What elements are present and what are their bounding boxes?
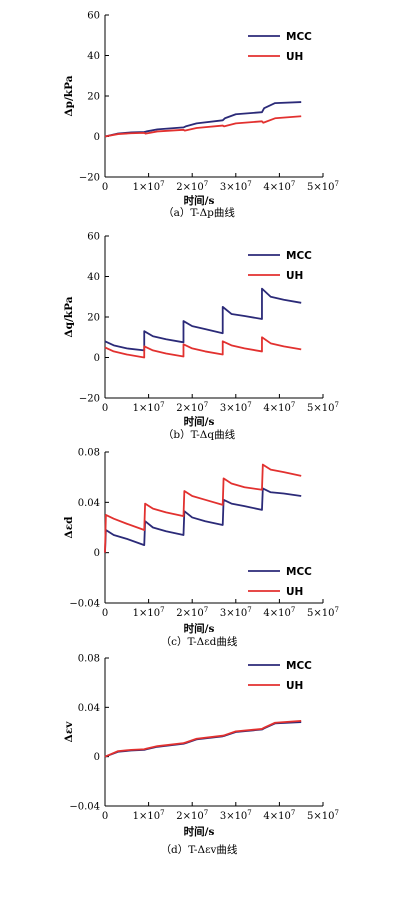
x-tick-label: 2×107 — [176, 606, 208, 619]
x-tick-label: 5×107 — [307, 809, 339, 822]
x-tick-label: 4×107 — [263, 180, 295, 193]
y-tick-label: 40 — [87, 272, 100, 283]
x-tick-label: 0 — [102, 403, 108, 414]
series-line-uh — [104, 720, 302, 758]
legend-label-mcc: MCC — [286, 250, 312, 262]
y-tick-label: 0 — [94, 132, 100, 143]
x-axis-label: 时间/s — [184, 415, 215, 428]
x-tick-label: 2×107 — [176, 401, 208, 414]
legend-label-mcc: MCC — [286, 566, 312, 578]
y-tick-label: −20 — [79, 173, 100, 184]
x-tick-label: 3×107 — [220, 606, 252, 619]
series-line-uh — [104, 336, 302, 359]
y-tick-label: 0 — [94, 752, 100, 763]
x-tick-label: 0 — [102, 811, 108, 822]
x-tick-label: 5×107 — [307, 180, 339, 193]
x-tick-label: 4×107 — [263, 606, 295, 619]
legend-label-uh: UH — [286, 270, 303, 282]
x-axis-label: 时间/s — [184, 622, 215, 635]
x-tick-label: 4×107 — [263, 401, 295, 414]
x-tick-label: 2×107 — [176, 809, 208, 822]
legend-label-mcc: MCC — [286, 31, 312, 43]
x-tick-label: 2×107 — [176, 180, 208, 193]
y-tick-label: −0.04 — [69, 599, 100, 610]
x-tick-label: 1×107 — [133, 180, 165, 193]
series-line-mcc — [104, 487, 302, 553]
y-tick-label: 0.08 — [78, 654, 100, 665]
legend-label-uh: UH — [286, 586, 303, 598]
x-tick-label: 0 — [102, 608, 108, 619]
x-axis-label: 时间/s — [184, 194, 215, 207]
x-tick-label: 1×107 — [133, 401, 165, 414]
legend-label-uh: UH — [286, 51, 303, 63]
panel-caption: （b）T-Δq曲线 — [163, 428, 236, 441]
y-tick-label: 60 — [87, 232, 100, 243]
x-tick-label: 1×107 — [133, 606, 165, 619]
x-tick-label: 4×107 — [263, 809, 295, 822]
y-axis-label: Δεv — [63, 721, 75, 743]
panel-caption: （a）T-Δp曲线 — [163, 206, 235, 219]
y-tick-label: 0 — [94, 548, 100, 559]
legend-label-mcc: MCC — [286, 660, 312, 672]
y-tick-label: 40 — [87, 51, 100, 62]
y-tick-label: 20 — [87, 92, 100, 103]
series-line-uh — [104, 463, 302, 553]
y-axis-label: Δp/kPa — [63, 75, 75, 116]
y-tick-label: 0 — [94, 353, 100, 364]
x-tick-label: 3×107 — [220, 809, 252, 822]
y-tick-label: −0.04 — [69, 802, 100, 813]
x-tick-label: 1×107 — [133, 809, 165, 822]
y-axis-label: Δεd — [63, 516, 75, 539]
legend-label-uh: UH — [286, 680, 303, 692]
y-tick-label: 0.08 — [78, 448, 100, 459]
y-tick-label: −20 — [79, 394, 100, 405]
series-line-mcc — [104, 287, 302, 352]
x-tick-label: 5×107 — [307, 401, 339, 414]
x-tick-label: 3×107 — [220, 180, 252, 193]
y-axis-label: Δq/kPa — [63, 296, 75, 337]
series-line-uh — [104, 115, 302, 138]
panel-caption: （c）T-Δεd曲线 — [161, 635, 238, 648]
y-tick-label: 0.04 — [78, 703, 100, 714]
x-tick-label: 3×107 — [220, 401, 252, 414]
y-tick-label: 20 — [87, 313, 100, 324]
series-line-mcc — [104, 721, 302, 758]
x-axis-label: 时间/s — [184, 825, 215, 838]
x-tick-label: 0 — [102, 182, 108, 193]
y-tick-label: 0.04 — [78, 498, 100, 509]
x-tick-label: 5×107 — [307, 606, 339, 619]
panel-caption: （d）T-Δεv曲线 — [161, 843, 238, 856]
y-tick-label: 60 — [87, 11, 100, 22]
